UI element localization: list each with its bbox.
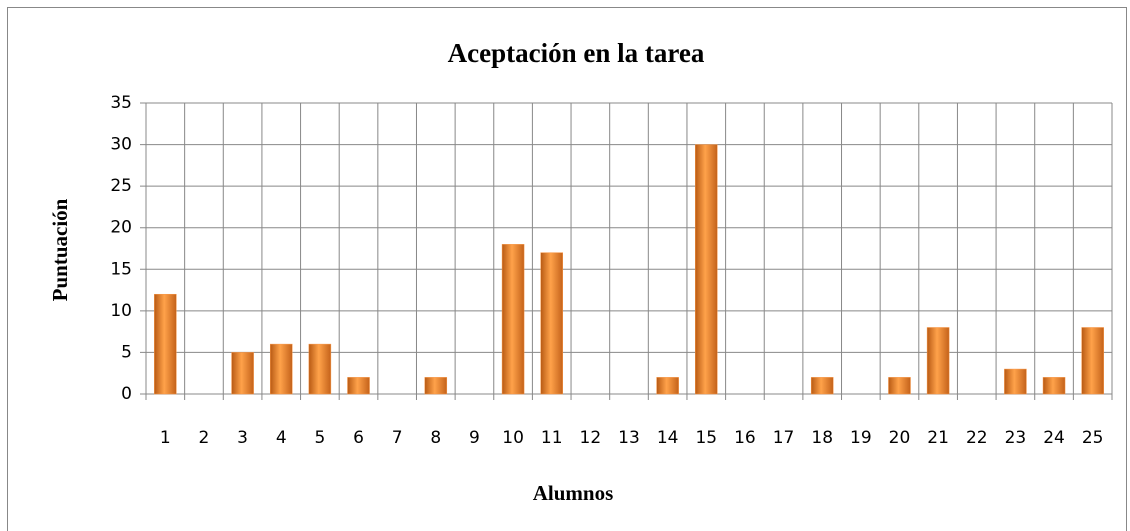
bar [269, 343, 293, 395]
x-tick-label: 13 [618, 428, 640, 448]
x-tick-label: 9 [469, 428, 480, 448]
y-tick-label: 35 [110, 93, 132, 113]
y-tick-label: 30 [110, 135, 132, 155]
chart-title: Aceptación en la tarea [448, 38, 705, 68]
x-tick-label: 11 [541, 428, 563, 448]
y-tick-label: 15 [110, 259, 132, 279]
bar [308, 343, 332, 395]
x-tick-label: 17 [773, 428, 795, 448]
x-tick-label: 21 [927, 428, 949, 448]
bar [501, 244, 525, 395]
bar [540, 252, 563, 395]
bar [154, 293, 177, 395]
bar [1042, 377, 1066, 395]
y-tick-label: 25 [110, 176, 132, 196]
x-tick-label: 5 [314, 428, 325, 448]
bar [695, 144, 718, 395]
x-tick-label: 8 [430, 428, 441, 448]
y-tick-label: 20 [110, 218, 132, 238]
x-tick-label: 18 [811, 428, 833, 448]
x-tick-label: 20 [889, 428, 911, 448]
bar [656, 377, 679, 395]
x-tick-label: 3 [237, 428, 248, 448]
x-tick-label: 25 [1082, 428, 1104, 448]
x-tick-label: 14 [657, 428, 679, 448]
bar [424, 377, 448, 395]
bar [926, 327, 950, 395]
x-tick-label: 12 [580, 428, 602, 448]
y-tick-label: 0 [121, 384, 132, 404]
x-tick-label: 6 [353, 428, 364, 448]
x-tick-label: 16 [734, 428, 756, 448]
bar [231, 352, 254, 395]
y-tick-label: 10 [110, 301, 132, 321]
x-tick-label: 24 [1043, 428, 1065, 448]
bar [1081, 327, 1104, 395]
x-tick-label: 10 [502, 428, 524, 448]
x-tick-label: 1 [160, 428, 171, 448]
bar [810, 377, 834, 395]
x-tick-label: 4 [276, 428, 287, 448]
x-axis-label: Alumnos [533, 481, 614, 505]
x-tick-label: 15 [695, 428, 717, 448]
y-tick-label: 5 [121, 342, 132, 362]
x-tick-label: 19 [850, 428, 872, 448]
x-tick-label: 7 [392, 428, 403, 448]
bar [888, 377, 911, 395]
x-tick-label: 2 [199, 428, 210, 448]
x-tick-label: 23 [1005, 428, 1027, 448]
y-axis-label: Puntuación [48, 198, 72, 301]
bar [1004, 368, 1027, 395]
bar [347, 377, 370, 395]
x-tick-label: 22 [966, 428, 988, 448]
